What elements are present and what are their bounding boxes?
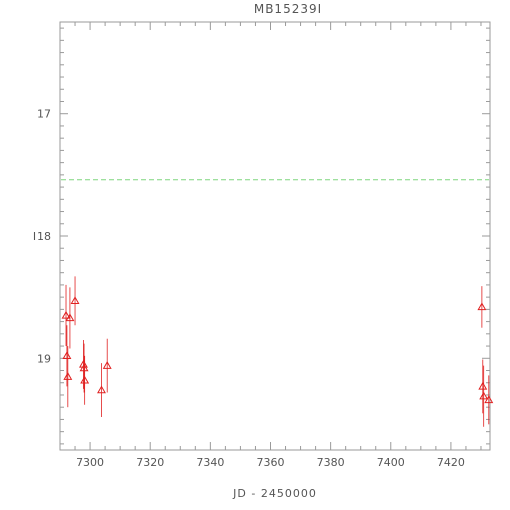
triangle-marker — [97, 385, 106, 394]
triangle-marker — [484, 395, 494, 404]
data-point — [65, 287, 75, 349]
data-point — [61, 284, 71, 347]
data-point — [477, 286, 487, 328]
chart-title: MB15239I — [254, 2, 322, 16]
y-tick-label: 17 — [37, 108, 51, 121]
data-point — [484, 375, 494, 425]
axis-ticks: 7300 7320 7340 7360 7380 7400 7420 17 18 19 — [37, 22, 490, 469]
data-point — [78, 339, 88, 389]
triangle-marker — [478, 381, 488, 390]
triangle-marker — [61, 310, 71, 319]
triangle-marker — [479, 391, 489, 400]
y-tick-label: 19 — [37, 352, 51, 365]
data-points — [61, 276, 494, 427]
data-point — [97, 363, 106, 417]
data-point — [478, 359, 488, 414]
y-axis-title: I — [33, 230, 37, 243]
triangle-marker — [80, 375, 90, 384]
triangle-marker — [65, 313, 75, 322]
x-axis-title: JD - 2450000 — [232, 487, 317, 500]
y-tick-label: 18 — [37, 230, 51, 243]
x-tick-label: 7340 — [196, 456, 224, 469]
plot-frame — [59, 21, 491, 451]
x-tick-label: 7360 — [256, 456, 284, 469]
x-tick-label: 7400 — [377, 456, 405, 469]
data-point — [79, 343, 89, 393]
data-point — [80, 355, 90, 405]
triangle-marker — [79, 363, 89, 372]
data-point — [479, 365, 489, 427]
x-tick-label: 7380 — [317, 456, 345, 469]
triangle-marker — [62, 351, 72, 360]
x-tick-label: 7300 — [76, 456, 104, 469]
triangle-marker — [477, 302, 487, 311]
x-tick-label: 7420 — [437, 456, 465, 469]
triangle-marker — [63, 372, 73, 380]
data-point — [102, 338, 112, 393]
triangle-marker — [78, 359, 88, 368]
x-tick-label: 7320 — [136, 456, 164, 469]
data-point — [63, 346, 73, 408]
data-point — [62, 325, 72, 387]
triangle-marker — [102, 361, 112, 369]
data-point — [70, 276, 80, 326]
triangle-marker — [70, 296, 80, 305]
